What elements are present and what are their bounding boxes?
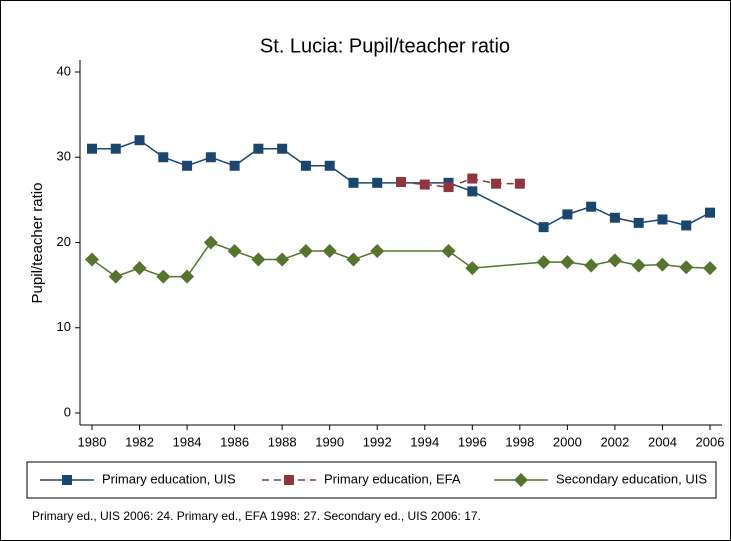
legend (26, 461, 717, 499)
marker (655, 257, 670, 272)
marker (346, 252, 361, 267)
y-tick-label: 30 (57, 149, 71, 164)
marker (465, 261, 480, 276)
marker (396, 176, 406, 187)
marker (560, 255, 575, 270)
marker (443, 182, 454, 193)
x-tick-label: 1986 (220, 434, 249, 449)
marker (370, 244, 385, 259)
marker (679, 260, 694, 275)
marker (584, 258, 599, 273)
marker (85, 252, 99, 267)
marker (156, 269, 171, 284)
marker (253, 143, 264, 154)
x-tick-label: 1992 (363, 434, 392, 449)
x-tick-label: 1982 (125, 434, 154, 449)
chart-title: St. Lucia: Pupil/teacher ratio (260, 35, 510, 57)
marker (227, 244, 242, 259)
marker (324, 160, 335, 171)
marker (538, 222, 549, 233)
x-tick-label: 1996 (458, 434, 487, 449)
marker (182, 160, 193, 171)
legend-label: Primary education, UIS (102, 471, 236, 486)
marker (441, 244, 456, 259)
marker (657, 214, 668, 225)
x-tick-label: 1984 (173, 434, 202, 449)
marker (298, 244, 313, 259)
marker (586, 201, 597, 212)
x-tick-label: 1980 (78, 434, 107, 449)
marker (467, 186, 478, 197)
note: Primary ed., UIS 2006: 24. Primary ed., … (32, 509, 481, 523)
legend-marker (62, 475, 72, 485)
marker (419, 179, 430, 190)
marker (631, 258, 646, 273)
marker (87, 143, 97, 154)
marker (491, 178, 502, 189)
marker (277, 143, 288, 154)
y-tick-label: 40 (57, 63, 71, 78)
y-tick-label: 10 (57, 319, 71, 334)
marker (180, 269, 195, 284)
marker (348, 177, 359, 188)
marker (322, 244, 337, 259)
marker (203, 235, 218, 250)
y-axis-label: Pupil/teacher ratio (29, 183, 46, 304)
legend-marker (284, 475, 294, 485)
marker (609, 212, 620, 223)
y-tick-label: 0 (64, 404, 71, 419)
x-tick-label: 1988 (268, 434, 297, 449)
marker (607, 253, 622, 268)
y-tick-label: 20 (57, 234, 71, 249)
marker (251, 252, 266, 267)
marker (300, 160, 311, 171)
x-tick-label: 1990 (315, 434, 344, 449)
legend-label: Secondary education, UIS (556, 471, 707, 486)
x-tick-label: 2004 (648, 434, 677, 449)
marker (229, 160, 240, 171)
marker (158, 152, 169, 163)
marker (705, 207, 715, 218)
x-tick-label: 2002 (600, 434, 629, 449)
marker (372, 177, 383, 188)
marker (134, 135, 145, 146)
marker (681, 220, 692, 231)
marker (467, 173, 478, 184)
marker (703, 261, 717, 276)
marker (275, 252, 290, 267)
x-tick-label: 1994 (410, 434, 439, 449)
x-tick-label: 1998 (505, 434, 534, 449)
legend-marker (514, 473, 528, 487)
marker (514, 178, 525, 189)
marker (205, 152, 216, 163)
legend-label: Primary education, EFA (324, 471, 461, 486)
marker (108, 269, 123, 284)
marker (536, 255, 551, 270)
marker (633, 217, 644, 228)
marker (562, 209, 573, 220)
marker (110, 143, 121, 154)
x-tick-label: 2006 (696, 434, 725, 449)
marker (132, 261, 147, 276)
x-tick-label: 2000 (553, 434, 582, 449)
